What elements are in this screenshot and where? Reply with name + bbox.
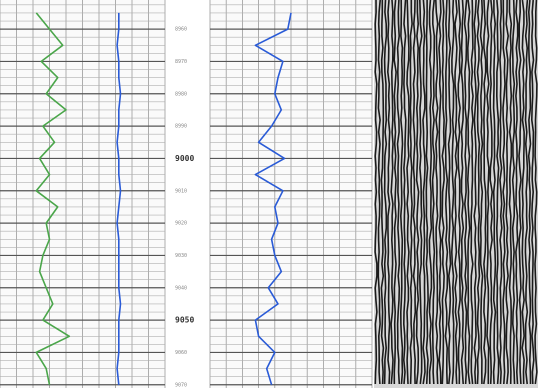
image-stripe xyxy=(415,0,420,385)
image-stripe xyxy=(431,0,436,385)
image-stripe xyxy=(476,0,481,385)
image-stripe xyxy=(508,0,513,385)
log-curve xyxy=(116,12,122,385)
depth-label: 9030 xyxy=(175,253,187,259)
image-stripe xyxy=(521,0,525,385)
image-stripe xyxy=(470,0,474,385)
image-stripe xyxy=(402,0,407,385)
image-stripe xyxy=(393,0,397,384)
image-stripe xyxy=(374,0,378,385)
image-stripe xyxy=(396,0,401,385)
image-stripe xyxy=(492,0,497,385)
image-stripe xyxy=(466,0,471,385)
depth-label: 9070 xyxy=(175,382,187,388)
image-stripe xyxy=(409,0,413,385)
image-stripe xyxy=(454,0,458,385)
image-stripe xyxy=(399,0,404,385)
log-curve xyxy=(254,12,292,386)
depth-label: 8980 xyxy=(175,91,187,97)
image-stripe xyxy=(441,0,445,385)
depth-label: 8960 xyxy=(175,27,187,33)
image-stripe xyxy=(489,0,494,385)
image-stripe xyxy=(425,0,429,385)
depth-label: 8990 xyxy=(175,124,187,130)
image-stripe xyxy=(422,0,426,385)
depth-label: 9000 xyxy=(175,154,194,163)
image-stripe xyxy=(380,0,385,385)
image-stripe xyxy=(530,0,535,385)
image-stripe xyxy=(502,0,506,385)
image-stripe xyxy=(518,0,522,385)
image-stripe xyxy=(450,0,455,385)
image-stripe xyxy=(412,0,417,385)
depth-label: 9020 xyxy=(175,221,187,227)
image-stripe xyxy=(447,0,452,385)
image-stripe xyxy=(457,0,462,385)
depth-label: 9010 xyxy=(175,188,187,194)
image-stripe xyxy=(483,0,487,385)
depth-label: 9050 xyxy=(175,316,194,325)
image-stripe xyxy=(505,0,510,385)
depth-label: 8970 xyxy=(175,59,187,65)
image-stripe xyxy=(515,0,519,385)
image-stripe xyxy=(511,0,516,385)
image-stripe xyxy=(406,0,410,385)
image-stripe xyxy=(428,0,433,385)
log-curve xyxy=(35,12,71,385)
image-stripe xyxy=(418,0,423,385)
image-stripe xyxy=(499,0,503,385)
image-stripe xyxy=(386,0,391,385)
image-stripe xyxy=(390,0,394,385)
image-stripe xyxy=(444,0,449,385)
image-stripe xyxy=(486,0,490,384)
image-stripe xyxy=(495,0,500,385)
image-stripe xyxy=(438,0,442,385)
image-stripe xyxy=(534,0,538,385)
image-stripe xyxy=(479,0,484,385)
depth-label: 9060 xyxy=(175,350,187,356)
depth-label: 9040 xyxy=(175,285,187,291)
image-stripe xyxy=(473,0,477,385)
image-stripe xyxy=(524,0,529,385)
image-stripe xyxy=(460,0,465,385)
image-stripe xyxy=(527,0,532,385)
image-stripe xyxy=(435,0,439,385)
image-stripe xyxy=(383,0,388,385)
image-stripe xyxy=(463,0,468,385)
image-stripe xyxy=(377,0,381,385)
